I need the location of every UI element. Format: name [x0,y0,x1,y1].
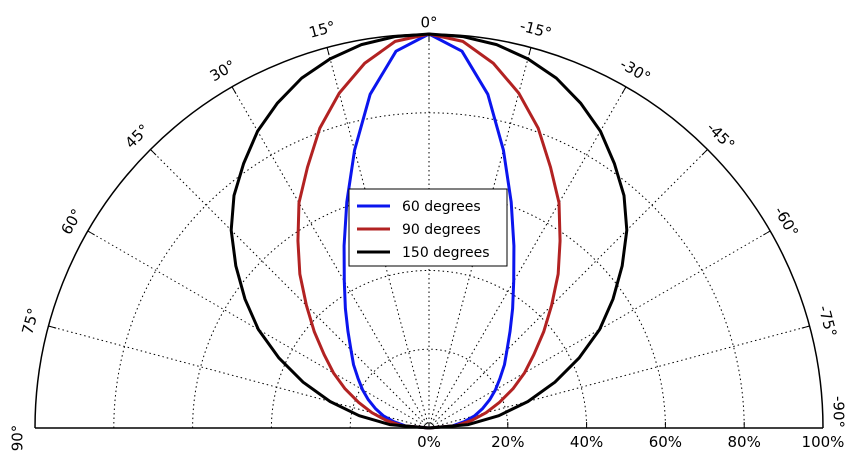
angle-tick-label: -60° [770,203,802,240]
radial-tick-label: 20% [491,433,524,451]
plot-frame [34,33,824,429]
angle-tick-label: -45° [703,119,738,154]
angle-tick-label: -30° [617,55,654,87]
radial-gridline [349,348,509,429]
radial-tick-label: 0% [417,433,441,451]
legend-label: 60 degrees [402,199,481,215]
angle-tick-label: 75° [18,306,42,336]
radial-tick-label: 40% [570,433,603,451]
angle-tick-label: 45° [122,121,154,153]
angle-tick-mark [48,325,57,329]
angle-tick-mark [87,230,95,236]
angle-tick-label: 30° [207,56,239,85]
angle-tick-mark [701,149,708,156]
angle-tick-mark [763,230,771,236]
angle-tick-mark [801,325,810,329]
angle-tick-label: -90° [830,396,848,428]
angle-tick-label: 0° [420,14,437,32]
angle-tick-mark [621,86,627,94]
radial-gridline [270,269,588,429]
angle-tick-label: 15° [307,17,337,41]
radial-tick-label: 100% [802,433,845,451]
angle-tick-label: -75° [815,303,841,339]
angle-tick-mark [150,149,157,156]
angle-tick-label: -15° [518,17,554,43]
angle-tick-label: 60° [57,206,86,238]
angle-tick-mark [326,47,330,56]
legend: 60 degrees 90 degrees 150 degrees [348,188,508,267]
angle-tick-mark [231,86,237,94]
angle-tick-mark [528,47,532,56]
radial-tick-label: 60% [649,433,682,451]
legend-label: 90 degrees [402,222,481,238]
angle-tick-label: 90° [9,425,27,452]
radial-tick-label: 80% [728,433,761,451]
polar-grid [48,34,810,429]
legend-label: 150 degrees [402,245,490,261]
